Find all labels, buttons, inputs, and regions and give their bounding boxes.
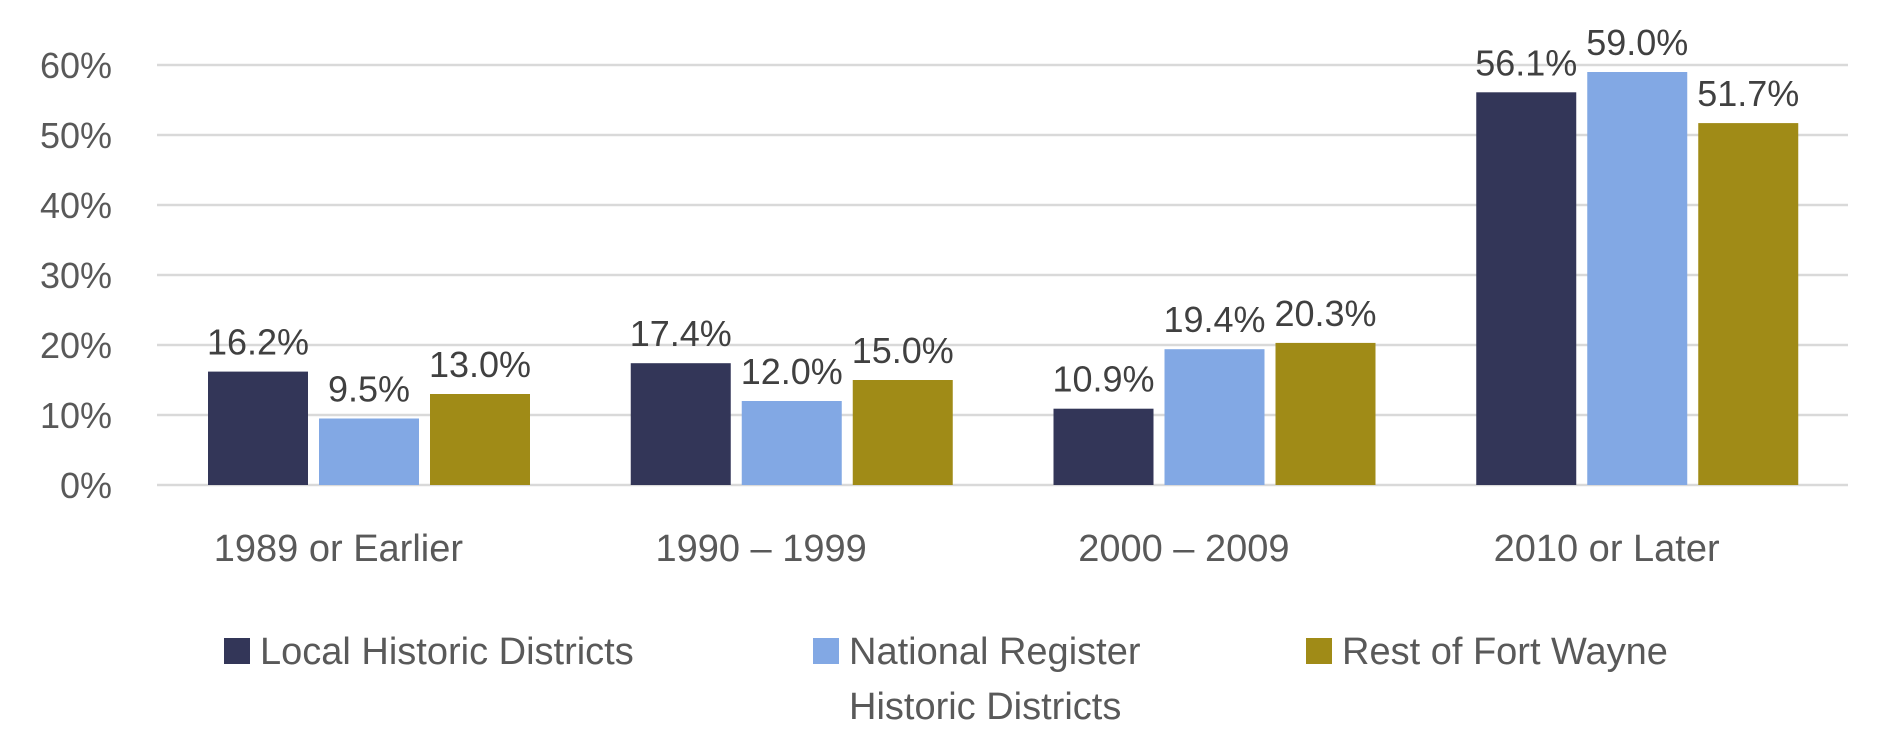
data-label: 20.3% — [1274, 293, 1376, 334]
data-label: 17.4% — [630, 313, 732, 354]
legend-label: Local Historic Districts — [260, 631, 634, 673]
bar — [1164, 349, 1265, 485]
legend-item: Local Historic Districts — [224, 631, 634, 673]
legend-label: Rest of Fort Wayne — [1342, 631, 1668, 673]
y-axis-ticks: 0% 10% 20% 30% 40% 50% 60% — [40, 45, 112, 506]
data-label: 59.0% — [1586, 22, 1688, 63]
legend-item: Rest of Fort Wayne — [1306, 631, 1668, 673]
legend-item: National Register Historic Districts — [813, 631, 1141, 728]
bar — [630, 363, 731, 485]
bars — [208, 72, 1799, 486]
y-tick-label: 40% — [40, 185, 112, 226]
x-category-label: 1990 – 1999 — [655, 528, 866, 570]
data-label: 19.4% — [1163, 299, 1265, 340]
data-labels: 16.2% 9.5% 13.0% 17.4%12.0%15.0% 10.9%19.4% 2… — [207, 22, 1799, 410]
x-category-label: 2000 – 2009 — [1078, 528, 1289, 570]
y-tick-label: 50% — [40, 115, 112, 156]
y-tick-label: 30% — [40, 255, 112, 296]
y-tick-label: 20% — [40, 325, 112, 366]
data-label: 16.2% — [207, 322, 309, 363]
data-label: 10.9% — [1052, 359, 1154, 400]
legend-label: Historic Districts — [849, 686, 1121, 728]
x-category-label: 2010 or Later — [1494, 528, 1720, 570]
data-label: 13.0% — [429, 344, 531, 385]
legend-swatch — [1306, 638, 1332, 664]
bar — [319, 418, 419, 485]
legend-swatch — [813, 638, 839, 664]
x-category-label: 1989 or Earlier — [214, 528, 464, 570]
legend: Local Historic Districts National Registe… — [224, 631, 1668, 728]
legend-label: National Register — [849, 631, 1141, 673]
y-tick-label: 10% — [40, 395, 112, 436]
data-label: 15.0% — [852, 330, 954, 371]
bar — [1476, 92, 1577, 486]
bar — [208, 371, 308, 485]
bar — [741, 401, 842, 485]
y-tick-label: 0% — [60, 465, 112, 506]
bar — [430, 394, 530, 485]
legend-swatch — [224, 638, 250, 664]
bar — [1698, 123, 1799, 485]
data-label: 9.5% — [328, 369, 410, 410]
data-label: 12.0% — [741, 351, 843, 392]
y-tick-label: 60% — [40, 45, 112, 86]
x-axis-category-labels: 1989 or Earlier 1990 – 1999 2000 – 2009 201… — [214, 528, 1720, 570]
data-label: 51.7% — [1697, 73, 1799, 114]
data-label: 56.1% — [1475, 42, 1577, 83]
bar — [1275, 342, 1376, 485]
bar — [1587, 72, 1688, 485]
bar — [852, 380, 953, 485]
bar — [1053, 408, 1154, 485]
